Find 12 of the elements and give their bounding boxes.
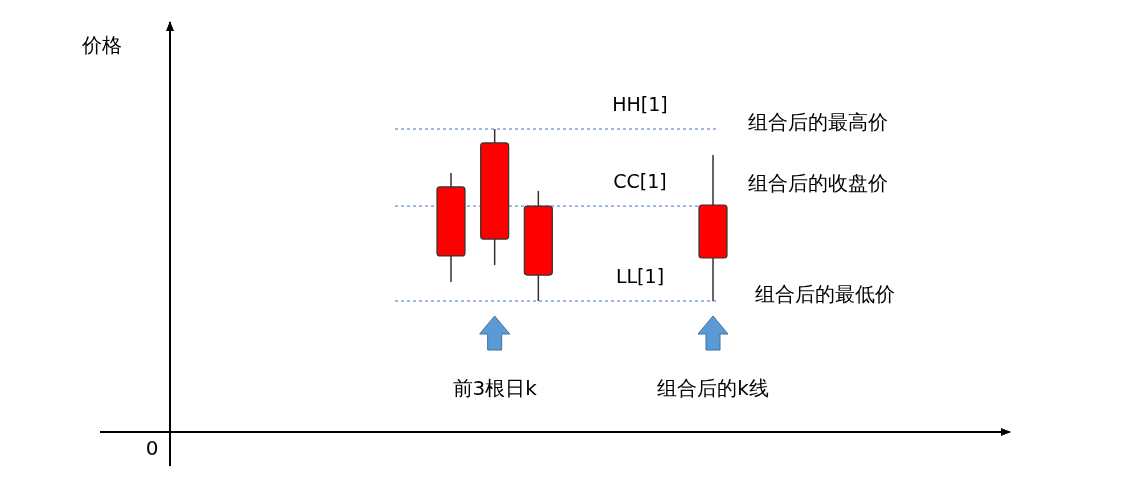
candlestick <box>436 172 466 283</box>
text: 组合后的最高价 <box>748 110 888 134</box>
text: 价格 <box>81 33 122 57</box>
text: 组合后的收盘价 <box>748 171 888 195</box>
text: 组合后的k线 <box>657 376 769 400</box>
ref-line-label: HH[1] <box>612 93 668 115</box>
text: 前3根日k <box>452 376 538 400</box>
ref-line-label: LL[1] <box>615 265 665 287</box>
text: 组合后的最低价 <box>755 282 895 306</box>
text: 0 <box>145 436 159 460</box>
ref-line-label: CC[1] <box>613 170 667 193</box>
candlestick <box>698 154 728 302</box>
